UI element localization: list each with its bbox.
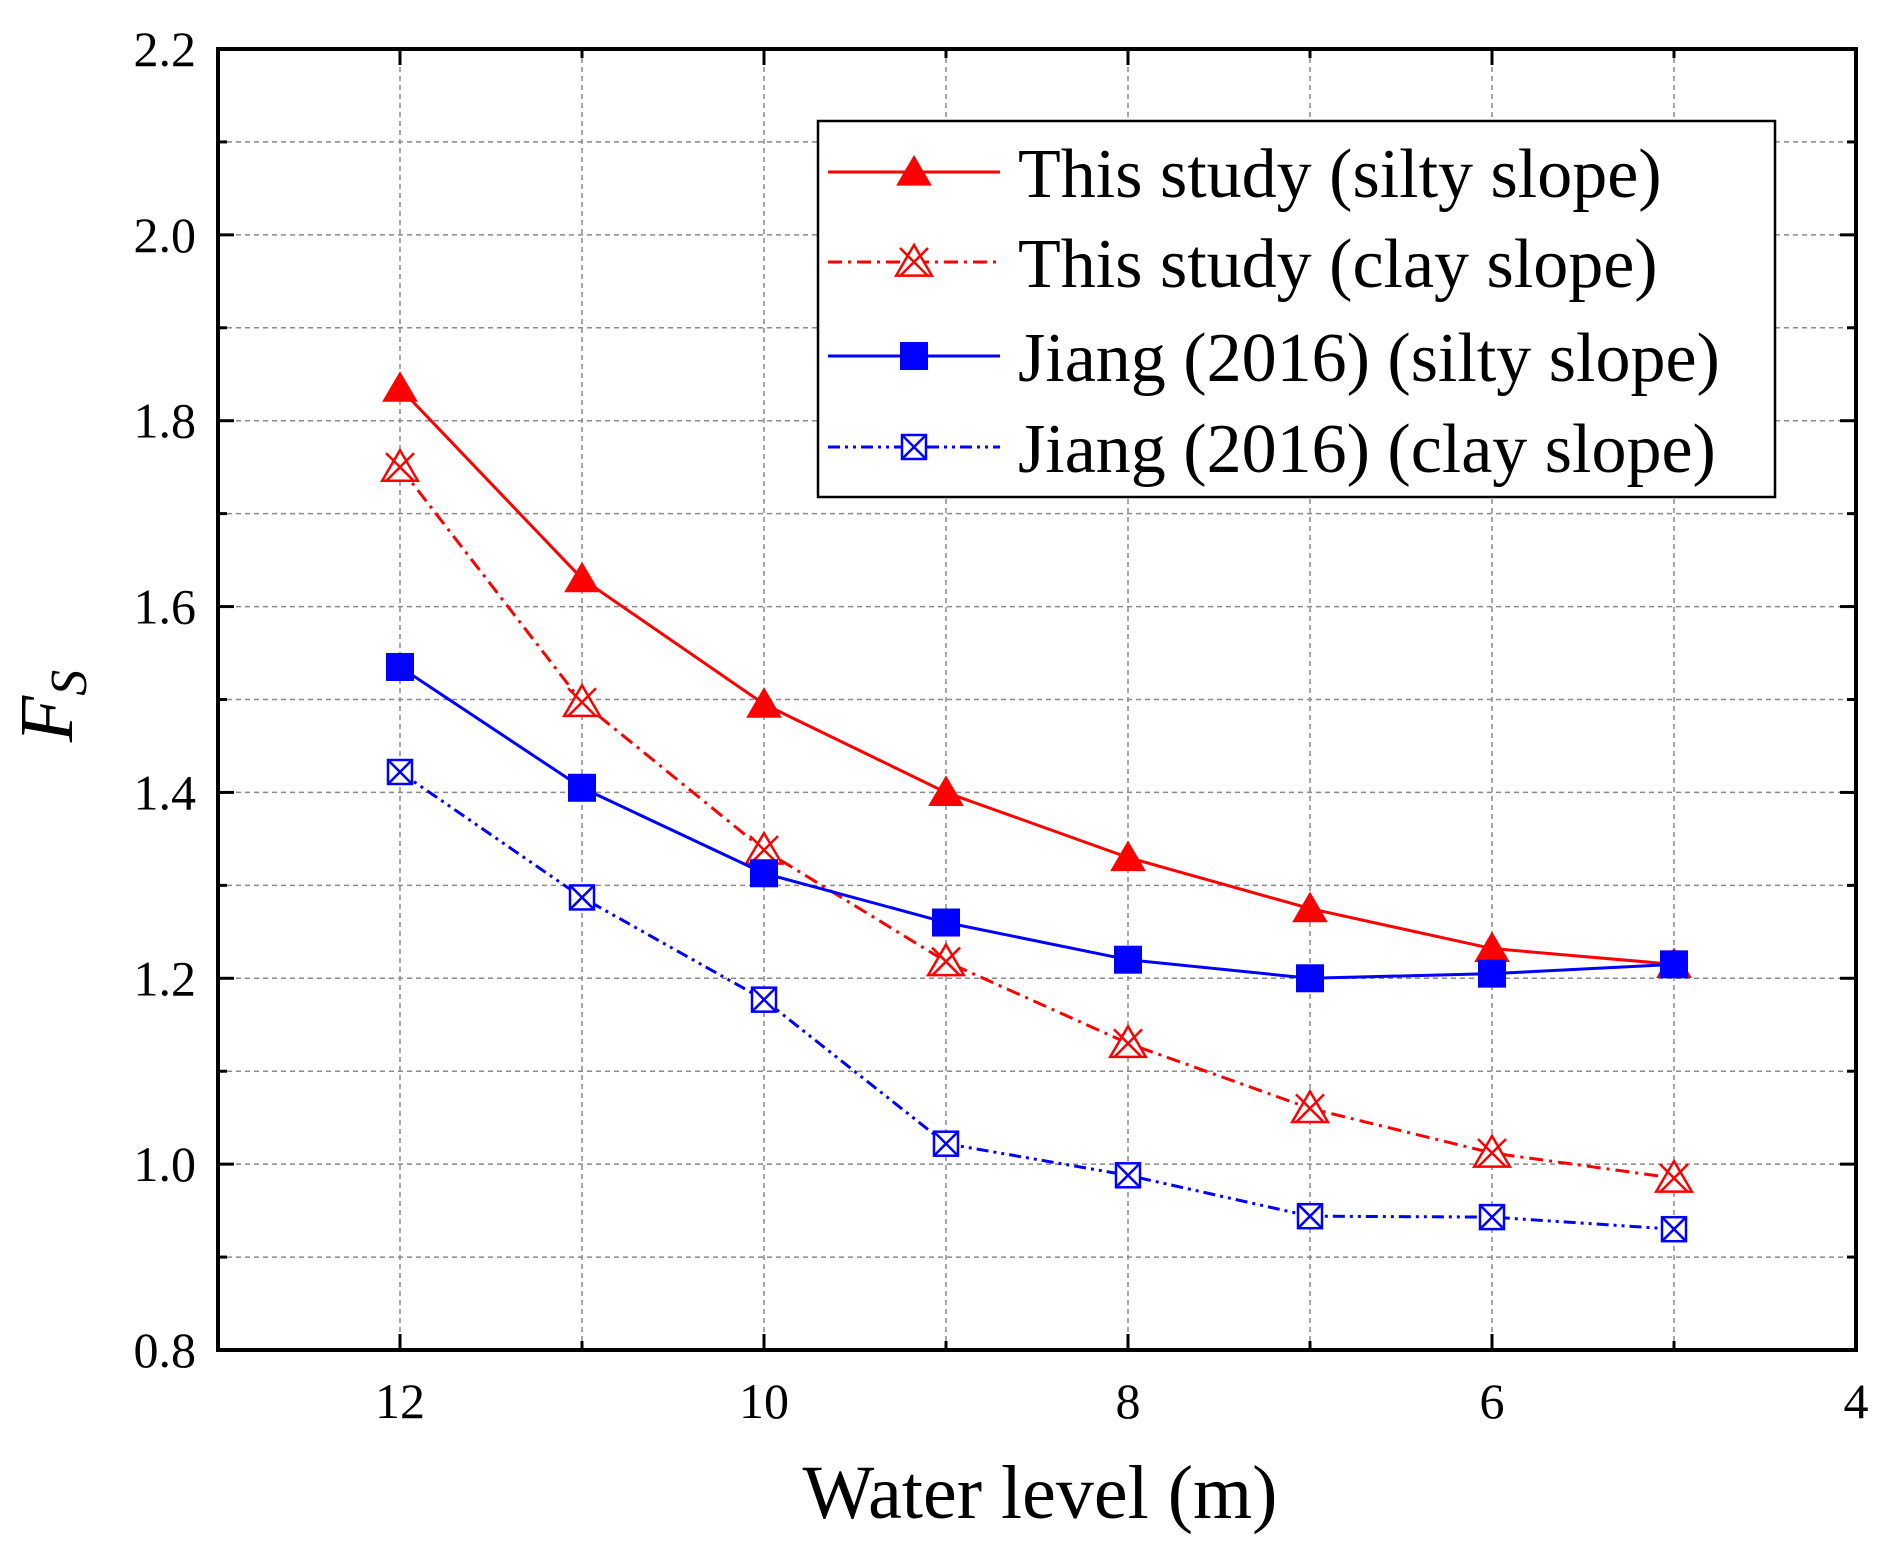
data-point: [750, 859, 778, 888]
series-1: [382, 371, 1692, 978]
legend-label: Jiang (2016) (silty slope): [1018, 320, 1720, 397]
data-point: [1478, 959, 1506, 988]
marker-x-stroke: [385, 452, 415, 483]
data-point: [386, 758, 414, 786]
data-point: [746, 687, 782, 718]
y-tick-label: 1.2: [134, 950, 197, 1006]
legend: This study (silty slope) This study (clay…: [816, 119, 1777, 499]
marker-x-stroke: [569, 884, 595, 911]
marker-x-stroke: [1477, 1138, 1507, 1168]
legend-label: Jiang (2016) (clay slope): [1018, 411, 1716, 488]
data-point: [568, 884, 596, 911]
series-2: [379, 447, 1695, 1193]
legend-label: This study (silty slope): [1018, 136, 1662, 213]
marker-x-stroke: [899, 247, 929, 277]
legend-marker: [900, 342, 928, 370]
marker-x-stroke: [933, 1130, 959, 1157]
series-line: [398, 387, 1675, 966]
marker-x-stroke: [751, 986, 777, 1013]
x-tick-label: 4: [1844, 1373, 1869, 1429]
legend-marker: [893, 242, 935, 277]
data-point: [1653, 1158, 1695, 1193]
data-point: [1660, 950, 1688, 979]
marker-x-stroke: [567, 687, 597, 718]
series-line: [399, 665, 1675, 980]
data-point: [1471, 1133, 1513, 1168]
data-point: [561, 682, 603, 718]
data-point: [1296, 964, 1324, 993]
marker-x-stroke: [1659, 1163, 1689, 1193]
x-tick-label: 12: [375, 1373, 425, 1429]
marker-x-stroke: [1479, 1204, 1505, 1230]
data-point: [1474, 931, 1510, 963]
x-axis-label: Water level (m): [803, 1451, 1278, 1535]
axis-ticks: 12 10 8 6 4 0.8 1.0 1.2 1.4 1.6 1.8 2.0 2.2: [134, 21, 1869, 1429]
x-tick-label: 6: [1480, 1373, 1505, 1429]
data-point: [1110, 840, 1146, 872]
marker-x-stroke: [1661, 1216, 1687, 1243]
data-point: [750, 986, 778, 1013]
marker-x-stroke: [1115, 1162, 1141, 1189]
x-tick-label: 10: [739, 1373, 789, 1429]
x-tick-label: 8: [1116, 1373, 1141, 1429]
data-point: [564, 561, 600, 593]
y-tick-label: 1.0: [134, 1136, 197, 1192]
data-point: [568, 773, 596, 802]
data-point: [379, 447, 421, 483]
y-tick-label: 2.0: [134, 207, 197, 263]
data-point: [1660, 1215, 1688, 1243]
legend-marker: [900, 433, 928, 461]
y-tick-label: 1.8: [134, 393, 197, 449]
y-tick-label: 0.8: [134, 1322, 197, 1378]
data-point: [1292, 891, 1328, 923]
series-4: [386, 758, 1688, 1243]
data-point: [928, 775, 964, 807]
y-tick-label: 2.2: [134, 21, 197, 77]
plot-series: [379, 371, 1695, 1243]
data-point: [1114, 1162, 1142, 1189]
series-3: [386, 652, 1688, 993]
series-line: [398, 466, 1675, 1180]
data-point: [1296, 1202, 1324, 1230]
marker-x-stroke: [901, 434, 927, 460]
y-tick-label: 1.6: [134, 579, 197, 635]
data-point: [1107, 1023, 1149, 1059]
data-point: [1114, 945, 1142, 974]
marker-x-stroke: [1295, 1093, 1325, 1124]
data-point: [932, 908, 960, 937]
marker-x-stroke: [1297, 1203, 1323, 1230]
y-axis-label-subscript: S: [41, 670, 98, 696]
y-axis-label: FS: [5, 670, 98, 743]
data-point: [925, 942, 967, 977]
y-axis-label-main: F: [5, 694, 89, 743]
data-point: [1289, 1088, 1331, 1124]
data-point: [386, 652, 414, 681]
data-point: [932, 1130, 960, 1157]
y-tick-label: 1.4: [134, 764, 197, 820]
legend-box: [816, 119, 1777, 499]
legend-marker: [896, 155, 932, 186]
data-point: [1478, 1203, 1506, 1231]
data-point: [382, 371, 418, 402]
marker-x-stroke: [1113, 1028, 1143, 1059]
legend-label: This study (clay slope): [1018, 226, 1658, 303]
marker-x-stroke: [387, 759, 413, 785]
marker-x-stroke: [931, 946, 961, 977]
